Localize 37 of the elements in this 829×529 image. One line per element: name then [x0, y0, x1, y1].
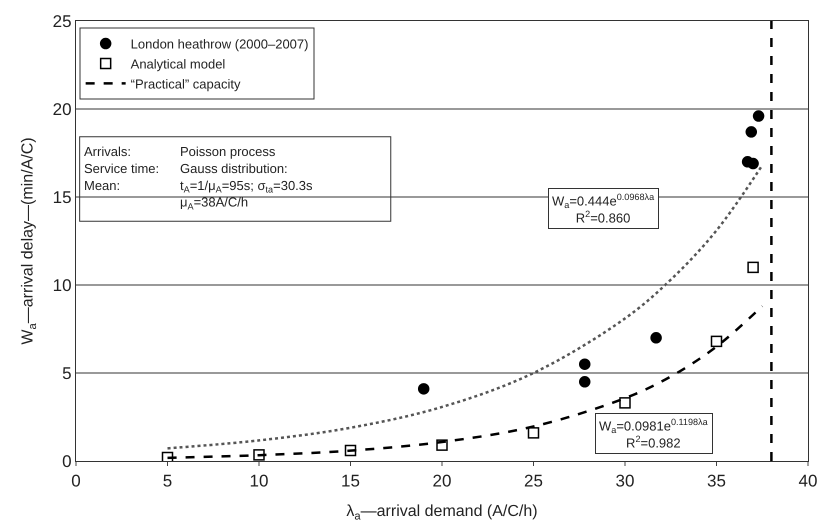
x-tick-label: 40	[798, 471, 818, 490]
x-tick-label: 20	[432, 471, 452, 490]
x-tick-label: 35	[707, 471, 726, 490]
x-tick-label: 30	[616, 471, 634, 490]
legend-label: Analytical model	[130, 56, 226, 72]
x-tick-label: 15	[341, 471, 360, 490]
text: Poisson process Gauss distribution: t$_{A}$=1/μ$_{A}$=95s; σ$_{ta}$=30.3s μ$_{A}$=38A/C/h	[180, 144, 313, 212]
y-tick-label: 25	[52, 12, 72, 31]
legend-label: London heathrow (2000–2007)	[130, 36, 308, 52]
point	[650, 332, 662, 344]
y-tick-label: 20	[52, 100, 72, 119]
x-tick-label: 10	[250, 471, 268, 490]
x-tick-label: 25	[524, 471, 543, 490]
point	[436, 439, 448, 451]
line-series	[166, 164, 764, 450]
annotation: Arrivals: Service time: Mean:	[84, 144, 160, 193]
point	[752, 110, 764, 122]
point	[162, 452, 174, 461]
point	[418, 383, 430, 395]
y-tick-label: 0	[62, 452, 72, 471]
y-tick-label: 10	[52, 276, 72, 295]
x-tick-label: 5	[162, 471, 172, 490]
text: W$_{a}$=0.444e$^{0.0968λa}$ R$^{2}$=0.860	[552, 192, 654, 226]
text: W$_{a}$=0.0981e$^{0.1198λa}$ R$^{2}$=0.982	[599, 417, 708, 450]
point	[253, 449, 265, 461]
point	[578, 376, 590, 388]
point	[747, 262, 759, 274]
point	[746, 126, 758, 138]
point	[344, 444, 356, 456]
point	[578, 358, 590, 370]
point	[710, 336, 722, 348]
point	[528, 427, 540, 439]
x-axis-title: λ$_{a}$—arrival demand (A/C/h)	[346, 503, 538, 522]
y-tick-label: 5	[62, 364, 72, 383]
y-tick-label: 15	[52, 188, 72, 207]
point	[619, 397, 631, 409]
legend-label: “Practical” capacity	[130, 76, 241, 92]
